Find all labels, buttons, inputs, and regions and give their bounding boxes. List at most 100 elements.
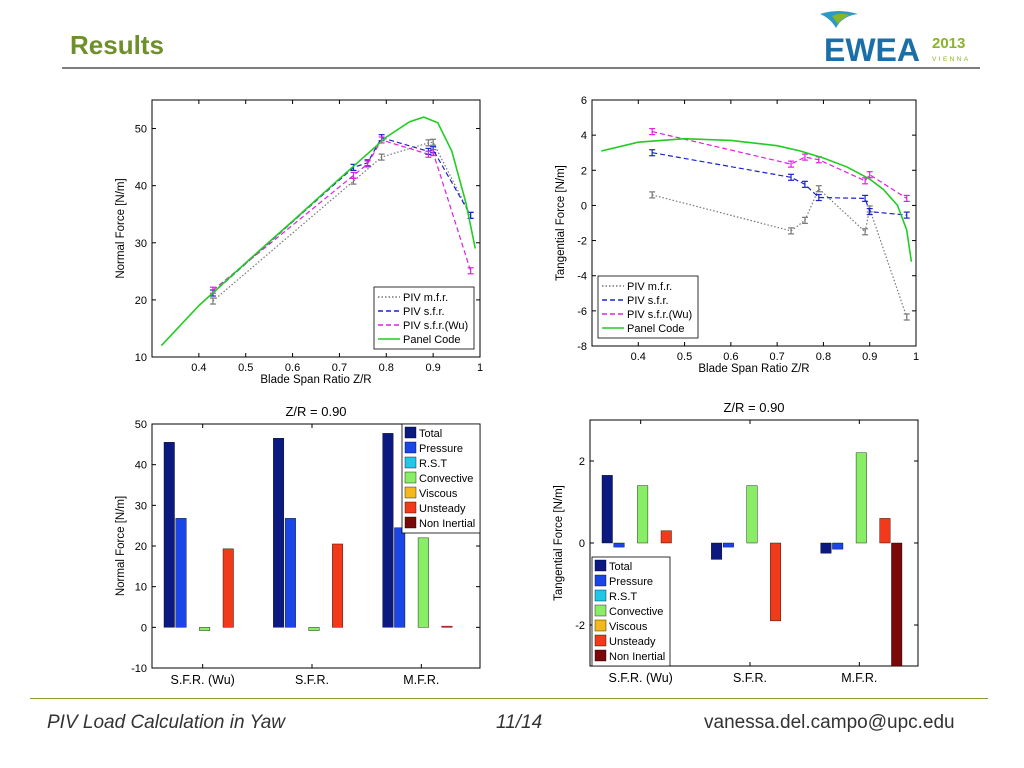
bar-convective xyxy=(199,627,211,631)
legend-label: PIV s.f.r. xyxy=(627,295,669,307)
logo-city: VIENNA xyxy=(932,56,971,63)
bar-pressure xyxy=(284,518,296,628)
x-tick-label: 0.4 xyxy=(631,351,646,363)
y-axis-label: Tangential Force [N/m] xyxy=(555,165,567,281)
x-tick-label: 0.6 xyxy=(723,351,738,363)
y-tick-label: 10 xyxy=(135,352,147,364)
y-tick-label: 50 xyxy=(135,419,147,431)
bar-total xyxy=(273,438,285,628)
legend-label: PIV s.f.r.(Wu) xyxy=(627,309,692,321)
legend-label: Viscous xyxy=(419,488,458,500)
y-tick-label: 40 xyxy=(135,460,147,472)
chart-title: Z/R = 0.90 xyxy=(723,400,784,415)
bar-convective xyxy=(637,485,649,544)
legend-label: Panel Code xyxy=(627,323,685,335)
bar-total xyxy=(601,475,613,544)
y-tick-label: 20 xyxy=(135,541,147,553)
x-axis-label: Blade Span Ratio Z/R xyxy=(698,363,809,375)
category-label: M.F.R. xyxy=(403,673,439,687)
bar-pressure xyxy=(394,527,406,628)
y-tick-label: 30 xyxy=(135,500,147,512)
bar-unsteady xyxy=(441,625,453,628)
bar-convective xyxy=(746,485,758,544)
category-label: S.F.R. (Wu) xyxy=(170,673,234,687)
category-label: M.F.R. xyxy=(841,671,877,685)
y-axis-label: Tangential Force [N/m] xyxy=(553,485,565,601)
y-tick-label: 30 xyxy=(135,238,147,250)
bar-total xyxy=(820,542,832,554)
bar-pressure xyxy=(175,518,187,628)
legend-label: R.S.T xyxy=(609,591,637,603)
ewea-logo: EWEA 2013 VIENNA xyxy=(820,11,971,68)
footer-page-number: 11/14 xyxy=(496,712,543,733)
logo-text: EWEA xyxy=(824,32,920,68)
bar-convective xyxy=(308,627,320,631)
x-tick-label: 0.5 xyxy=(238,362,253,374)
legend-label: PIV m.f.r. xyxy=(627,281,672,293)
tangential-force-line-chart: -8 -6 -4 -2 0 2 4 6 0.4 0.5 0.6 0.7 0.8 0.9 1 Blade Spa… xyxy=(555,95,919,375)
title-divider xyxy=(62,67,980,69)
legend-swatch xyxy=(404,441,417,454)
bar-convective xyxy=(855,452,867,544)
bar-unsteady xyxy=(222,548,234,628)
y-tick-label: 50 xyxy=(135,124,147,136)
y-tick-label: 6 xyxy=(581,95,587,107)
legend-swatch xyxy=(404,426,417,439)
legend-label: Convective xyxy=(419,473,473,485)
category-label: S.F.R. xyxy=(733,671,767,685)
x-tick-label: 0.4 xyxy=(191,362,206,374)
y-axis-label: Normal Force [N/m] xyxy=(115,178,127,278)
x-tick-label: 1 xyxy=(913,351,919,363)
normal-force-line-chart: 10 20 30 40 50 0.4 0.5 0.6 0.7 0.8 0.9 1 Blade Span … xyxy=(115,99,483,386)
slide-title: Results xyxy=(70,30,164,60)
y-tick-label: -6 xyxy=(577,306,587,318)
legend-swatch xyxy=(404,516,417,529)
legend-label: Non Inertial xyxy=(419,518,475,530)
y-tick-label: 2 xyxy=(581,165,587,177)
series-line-3 xyxy=(601,137,913,262)
legend-swatch xyxy=(594,634,607,647)
category-label: S.F.R. xyxy=(295,673,329,687)
legend-swatch xyxy=(594,574,607,587)
x-tick-label: 0.8 xyxy=(379,362,394,374)
legend-swatch xyxy=(594,649,607,662)
legend-swatch xyxy=(594,604,607,617)
x-tick-label: 0.6 xyxy=(285,362,300,374)
x-axis-label: Blade Span Ratio Z/R xyxy=(260,374,371,386)
legend-label: PIV s.f.r.(Wu) xyxy=(403,320,468,332)
footer-presentation-title: PIV Load Calculation in Yaw xyxy=(47,712,286,733)
legend-swatch xyxy=(404,501,417,514)
bar-total xyxy=(382,433,394,628)
bar-pressure xyxy=(722,542,734,548)
x-tick-label: 0.9 xyxy=(425,362,440,374)
x-tick-label: 0.9 xyxy=(862,351,877,363)
y-tick-label: 4 xyxy=(581,130,587,142)
series-line-3 xyxy=(160,116,477,347)
tangential-force-bar-chart: -2 0 2 Tangential Force [N/m] Z/R = 0.90 S.F.… xyxy=(553,400,919,685)
normal-force-bar-chart: -10 0 10 20 30 40 50 Normal Force [N/m] Z/R = 0.… xyxy=(115,404,481,687)
bar-convective xyxy=(417,537,429,628)
y-tick-label: 10 xyxy=(135,582,147,594)
legend-label: Unsteady xyxy=(419,503,466,515)
chart-title: Z/R = 0.90 xyxy=(285,404,346,419)
legend-swatch xyxy=(404,456,417,469)
y-tick-label: 2 xyxy=(579,456,585,468)
legend-label: Panel Code xyxy=(403,334,461,346)
legend-label: Non Inertial xyxy=(609,651,665,663)
bar-unsteady xyxy=(332,543,344,628)
legend-label: PIV m.f.r. xyxy=(403,292,448,304)
x-tick-label: 0.7 xyxy=(332,362,347,374)
legend-swatch xyxy=(594,559,607,572)
legend-label: Viscous xyxy=(609,621,648,633)
y-tick-label: 0 xyxy=(141,622,147,634)
bar-unsteady xyxy=(660,530,672,544)
bar-pressure xyxy=(613,542,625,548)
x-tick-label: 0.7 xyxy=(769,351,784,363)
legend-swatch xyxy=(594,589,607,602)
x-tick-label: 0.5 xyxy=(677,351,692,363)
legend-swatch xyxy=(594,619,607,632)
y-axis-label: Normal Force [N/m] xyxy=(115,496,127,596)
legend-swatch xyxy=(404,486,417,499)
y-tick-label: -10 xyxy=(131,663,147,675)
logo-year: 2013 xyxy=(932,35,965,52)
